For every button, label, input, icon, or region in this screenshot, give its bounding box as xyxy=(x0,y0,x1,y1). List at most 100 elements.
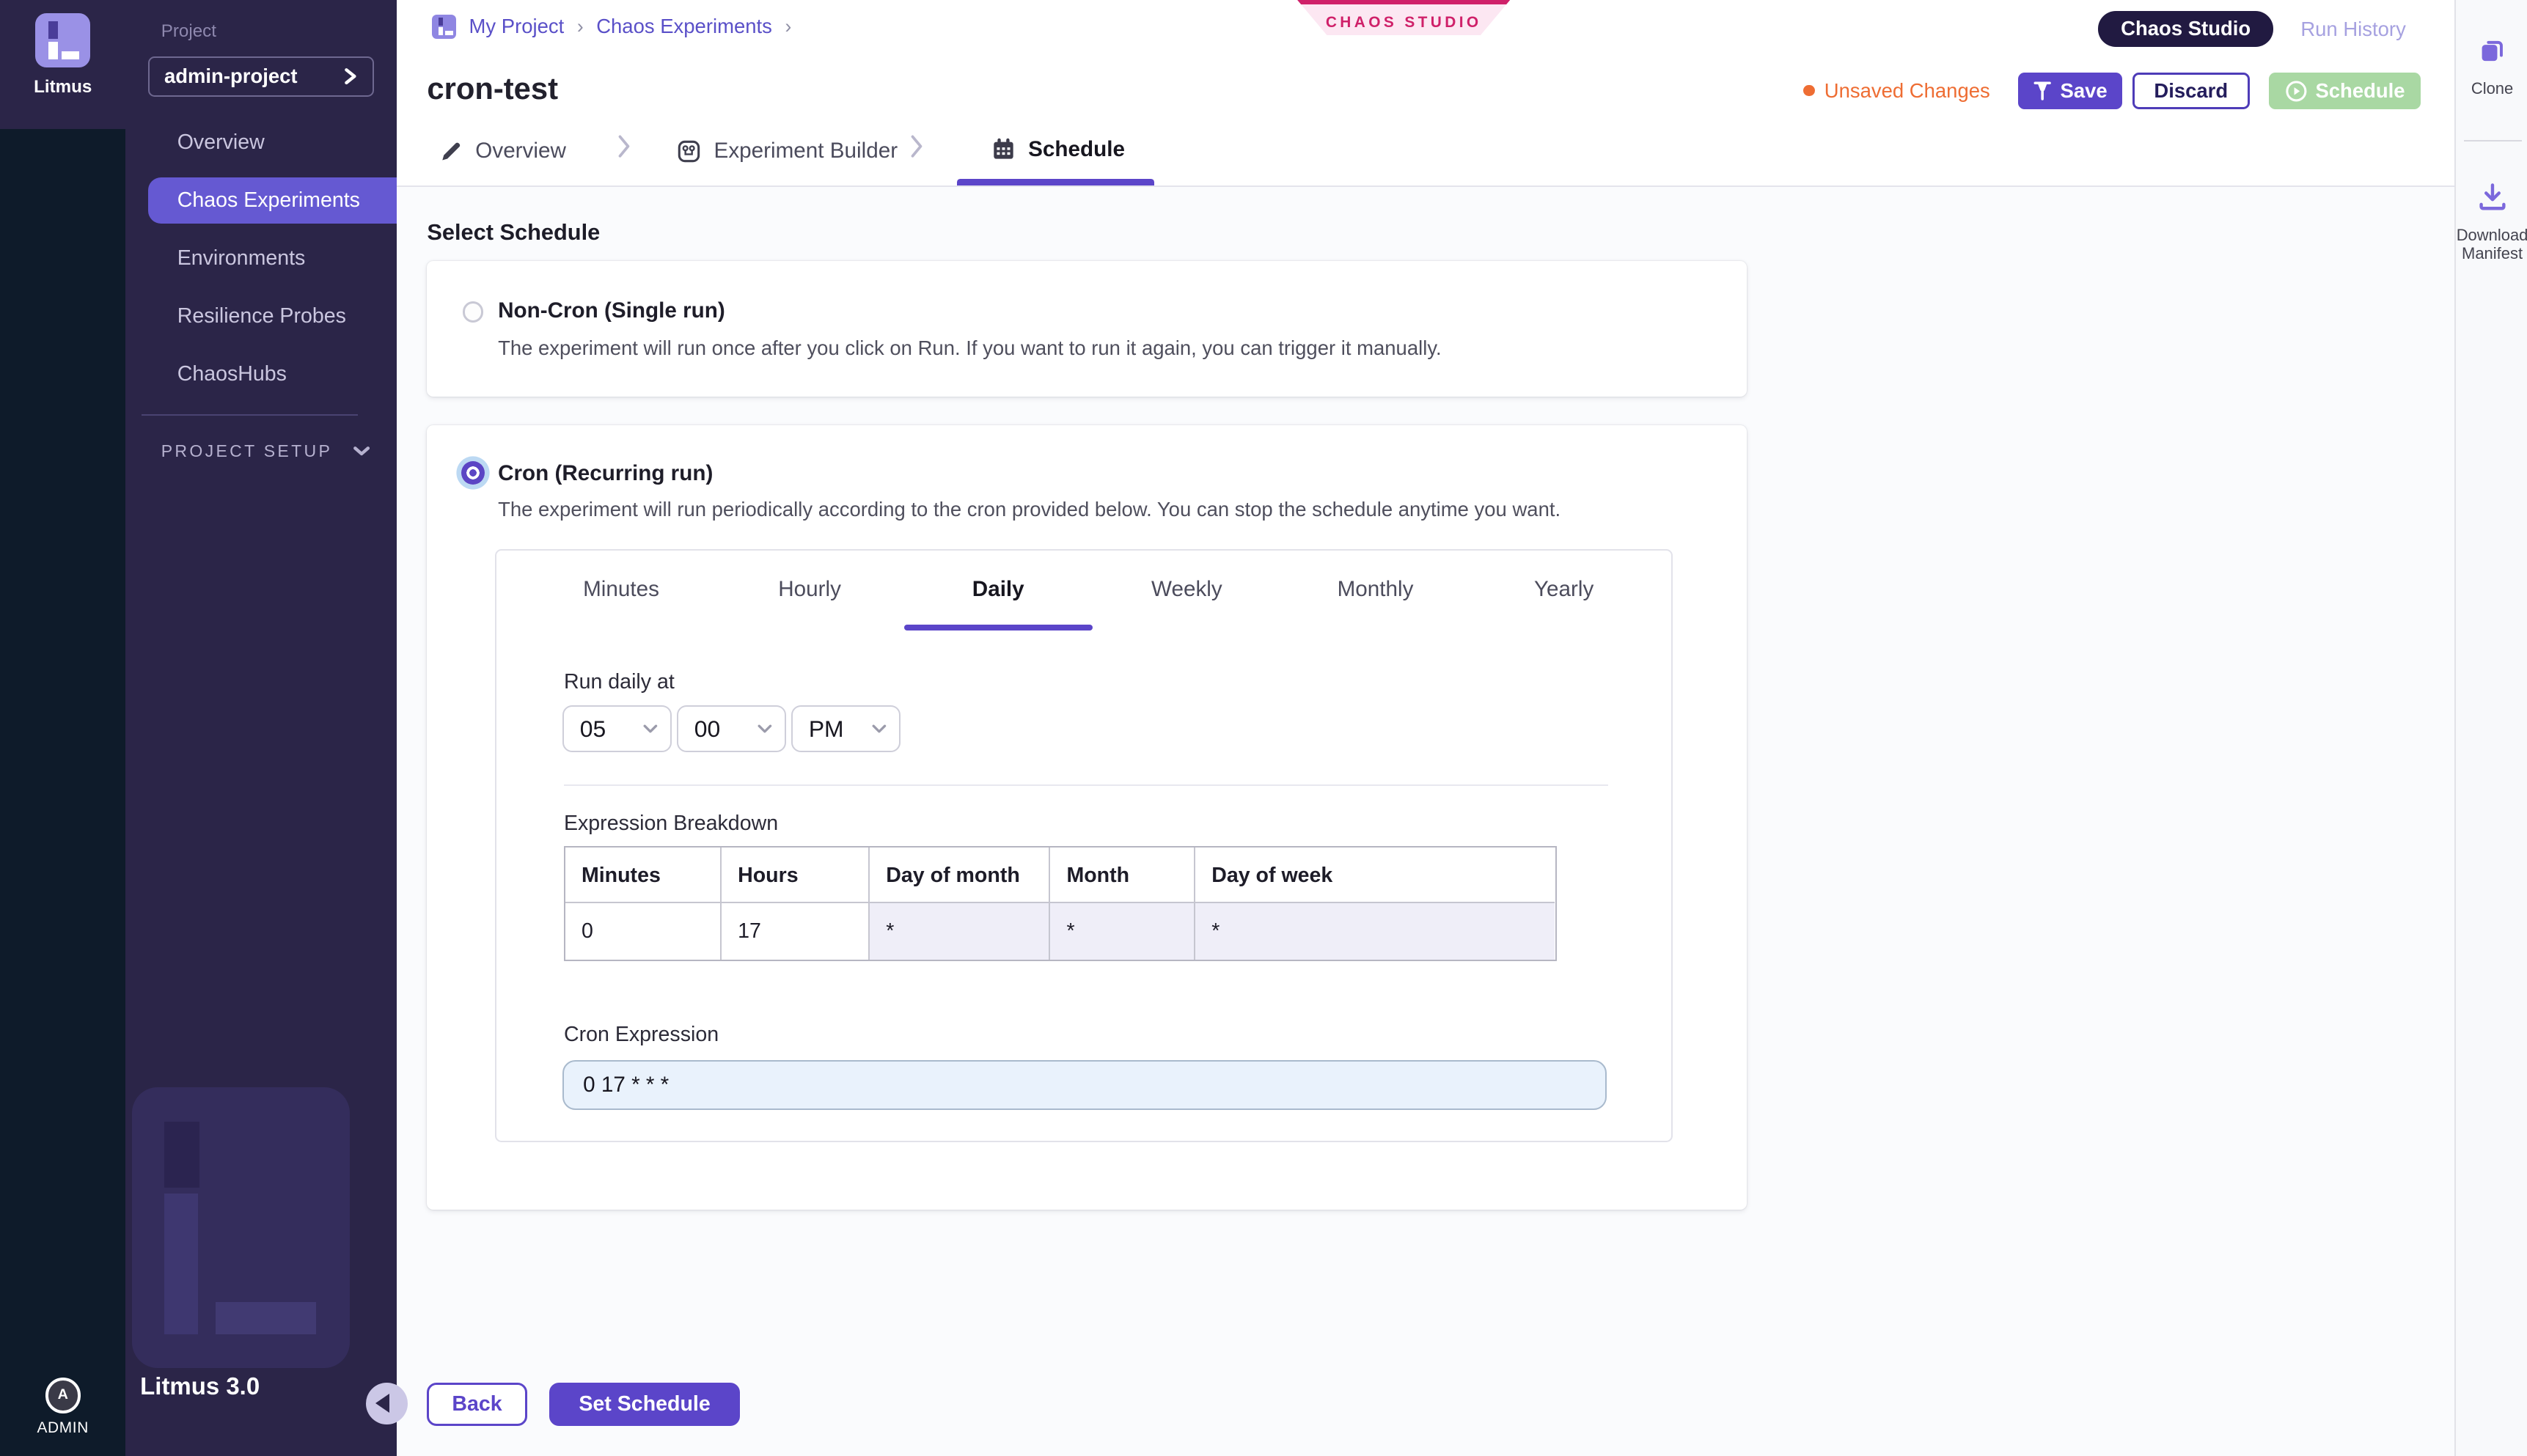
litmus-watermark xyxy=(132,1087,350,1368)
divider xyxy=(563,784,1609,787)
cron-frequency-tabs: Minutes Hourly Daily Weekly Monthly Year… xyxy=(527,551,1658,628)
breadcrumb-logo-icon xyxy=(431,14,456,39)
discard-button-label: Discard xyxy=(2154,79,2229,103)
avatar[interactable]: A xyxy=(45,1378,81,1413)
download-manifest-label: Download Manifest xyxy=(2456,225,2527,263)
download-manifest-button[interactable]: Download Manifest xyxy=(2456,182,2527,262)
cron-title[interactable]: Cron (Recurring run) xyxy=(498,460,714,485)
meridiem-select-value: PM xyxy=(808,715,844,742)
column-header: Minutes xyxy=(565,847,722,904)
table-cell-minutes: 0 xyxy=(565,903,722,960)
right-rail: Clone Download Manifest xyxy=(2454,0,2527,1456)
chevron-right-icon xyxy=(343,67,358,85)
step-overview-label: Overview xyxy=(475,138,566,163)
step-schedule[interactable]: Schedule xyxy=(991,137,1125,162)
non-cron-title[interactable]: Non-Cron (Single run) xyxy=(498,298,725,323)
user-section: A ADMIN xyxy=(0,1378,125,1437)
sidebar-divider xyxy=(142,413,358,416)
sidebar-item-environments[interactable]: Environments xyxy=(177,246,306,270)
hour-select-value: 05 xyxy=(579,715,606,742)
expression-breakdown-table: Minutes Hours Day of month Month Day of … xyxy=(563,845,1557,962)
column-header: Hours xyxy=(722,847,870,904)
step-experiment-builder-label: Experiment Builder xyxy=(714,138,898,163)
chaos-studio-ribbon: CHAOS STUDIO xyxy=(1297,0,1511,36)
tab-yearly[interactable]: Yearly xyxy=(1533,577,1594,602)
cron-radio[interactable] xyxy=(461,460,485,485)
tab-hourly[interactable]: Hourly xyxy=(778,577,841,602)
unsaved-changes-label: Unsaved Changes xyxy=(1824,78,1990,102)
save-button[interactable]: Save xyxy=(2017,72,2123,110)
table-cell-hours: 17 xyxy=(722,903,870,960)
experiment-builder-icon xyxy=(677,139,701,163)
non-cron-description: The experiment will run once after you c… xyxy=(498,337,1442,360)
minute-select[interactable]: 00 xyxy=(676,705,787,753)
clone-button[interactable]: Clone xyxy=(2456,35,2527,98)
sidebar-item-overview[interactable]: Overview xyxy=(177,130,265,154)
non-cron-option-card: Non-Cron (Single run) The experiment wil… xyxy=(427,261,1747,397)
table-cell-day-of-month: * xyxy=(870,903,1051,960)
run-history-tab[interactable]: Run History xyxy=(2300,17,2406,40)
column-header: Month xyxy=(1050,847,1196,904)
sidebar-nav: Overview Chaos Experiments Environments … xyxy=(125,120,397,409)
tab-minutes[interactable]: Minutes xyxy=(583,577,659,602)
project-selector-value: admin-project xyxy=(164,65,298,88)
module-strip-top: Litmus xyxy=(0,0,126,129)
ribbon-label: CHAOS STUDIO xyxy=(1325,14,1482,31)
chevron-down-icon xyxy=(353,446,370,457)
back-button[interactable]: Back xyxy=(427,1382,527,1426)
column-header: Day of month xyxy=(870,847,1051,904)
step-overview[interactable]: Overview xyxy=(440,139,566,163)
meridiem-select[interactable]: PM xyxy=(791,705,901,753)
collapse-arrow-icon xyxy=(375,1394,390,1413)
tab-daily[interactable]: Daily xyxy=(972,577,1024,602)
cron-option-card: Cron (Recurring run) The experiment will… xyxy=(427,425,1747,1210)
schedule-button[interactable]: Schedule xyxy=(2269,72,2421,110)
cron-expression-input[interactable] xyxy=(562,1059,1607,1110)
calendar-icon xyxy=(991,137,1016,161)
tab-monthly[interactable]: Monthly xyxy=(1337,577,1414,602)
sidebar-item-resilience-probes[interactable]: Resilience Probes xyxy=(177,304,346,328)
minute-select-value: 00 xyxy=(694,715,721,742)
studio-steps: Overview Experiment Builder Schedule xyxy=(397,129,2462,185)
discard-button[interactable]: Discard xyxy=(2132,72,2250,110)
schedule-page: Select Schedule Non-Cron (Single run) Th… xyxy=(396,186,2463,1456)
project-selector[interactable]: admin-project xyxy=(148,56,374,97)
project-setup-toggle[interactable]: PROJECT SETUP xyxy=(161,441,371,461)
project-label: Project xyxy=(161,21,216,41)
set-schedule-button[interactable]: Set Schedule xyxy=(549,1382,740,1426)
chaos-studio-tab[interactable]: Chaos Studio xyxy=(2098,11,2273,47)
non-cron-radio[interactable] xyxy=(462,301,484,323)
step-schedule-label: Schedule xyxy=(1028,136,1125,161)
clone-icon xyxy=(2477,35,2508,66)
view-toggle: Chaos Studio Run History xyxy=(2098,11,2406,47)
cron-expression-label: Cron Expression xyxy=(563,1023,719,1047)
litmus-logo-icon[interactable] xyxy=(35,12,91,68)
unsaved-changes-badge: Unsaved Changes xyxy=(1803,79,1990,103)
sidebar-item-chaoshubs[interactable]: ChaosHubs xyxy=(177,362,287,386)
chevron-down-icon xyxy=(758,724,772,734)
clone-label: Clone xyxy=(2471,78,2514,98)
sidebar: Project admin-project Overview Chaos Exp… xyxy=(125,0,408,1456)
breadcrumb: My Project › Chaos Experiments › xyxy=(431,14,791,39)
step-experiment-builder[interactable]: Experiment Builder xyxy=(677,139,898,163)
cron-description: The experiment will run periodically acc… xyxy=(498,498,1561,521)
select-schedule-heading: Select Schedule xyxy=(427,218,601,245)
run-daily-at-label: Run daily at xyxy=(563,670,675,694)
logo-label: Litmus xyxy=(34,77,92,98)
chevron-down-icon xyxy=(643,724,658,734)
chevron-right-icon: › xyxy=(576,15,584,37)
hour-select[interactable]: 05 xyxy=(562,705,672,753)
play-circle-icon xyxy=(2285,80,2308,103)
tab-weekly[interactable]: Weekly xyxy=(1151,577,1222,602)
sidebar-collapse-button[interactable] xyxy=(365,1382,408,1424)
breadcrumb-my-project[interactable]: My Project xyxy=(469,15,565,38)
table-cell-day-of-week: * xyxy=(1195,903,1555,960)
sidebar-item-chaos-experiments[interactable]: Chaos Experiments xyxy=(148,177,397,224)
expression-breakdown-label: Expression Breakdown xyxy=(563,812,779,836)
active-tab-underline xyxy=(903,625,1093,631)
chevron-right-icon xyxy=(909,133,925,159)
column-header: Day of week xyxy=(1195,847,1555,904)
breadcrumb-chaos-experiments[interactable]: Chaos Experiments xyxy=(596,15,772,38)
schedule-button-label: Schedule xyxy=(2315,79,2405,103)
